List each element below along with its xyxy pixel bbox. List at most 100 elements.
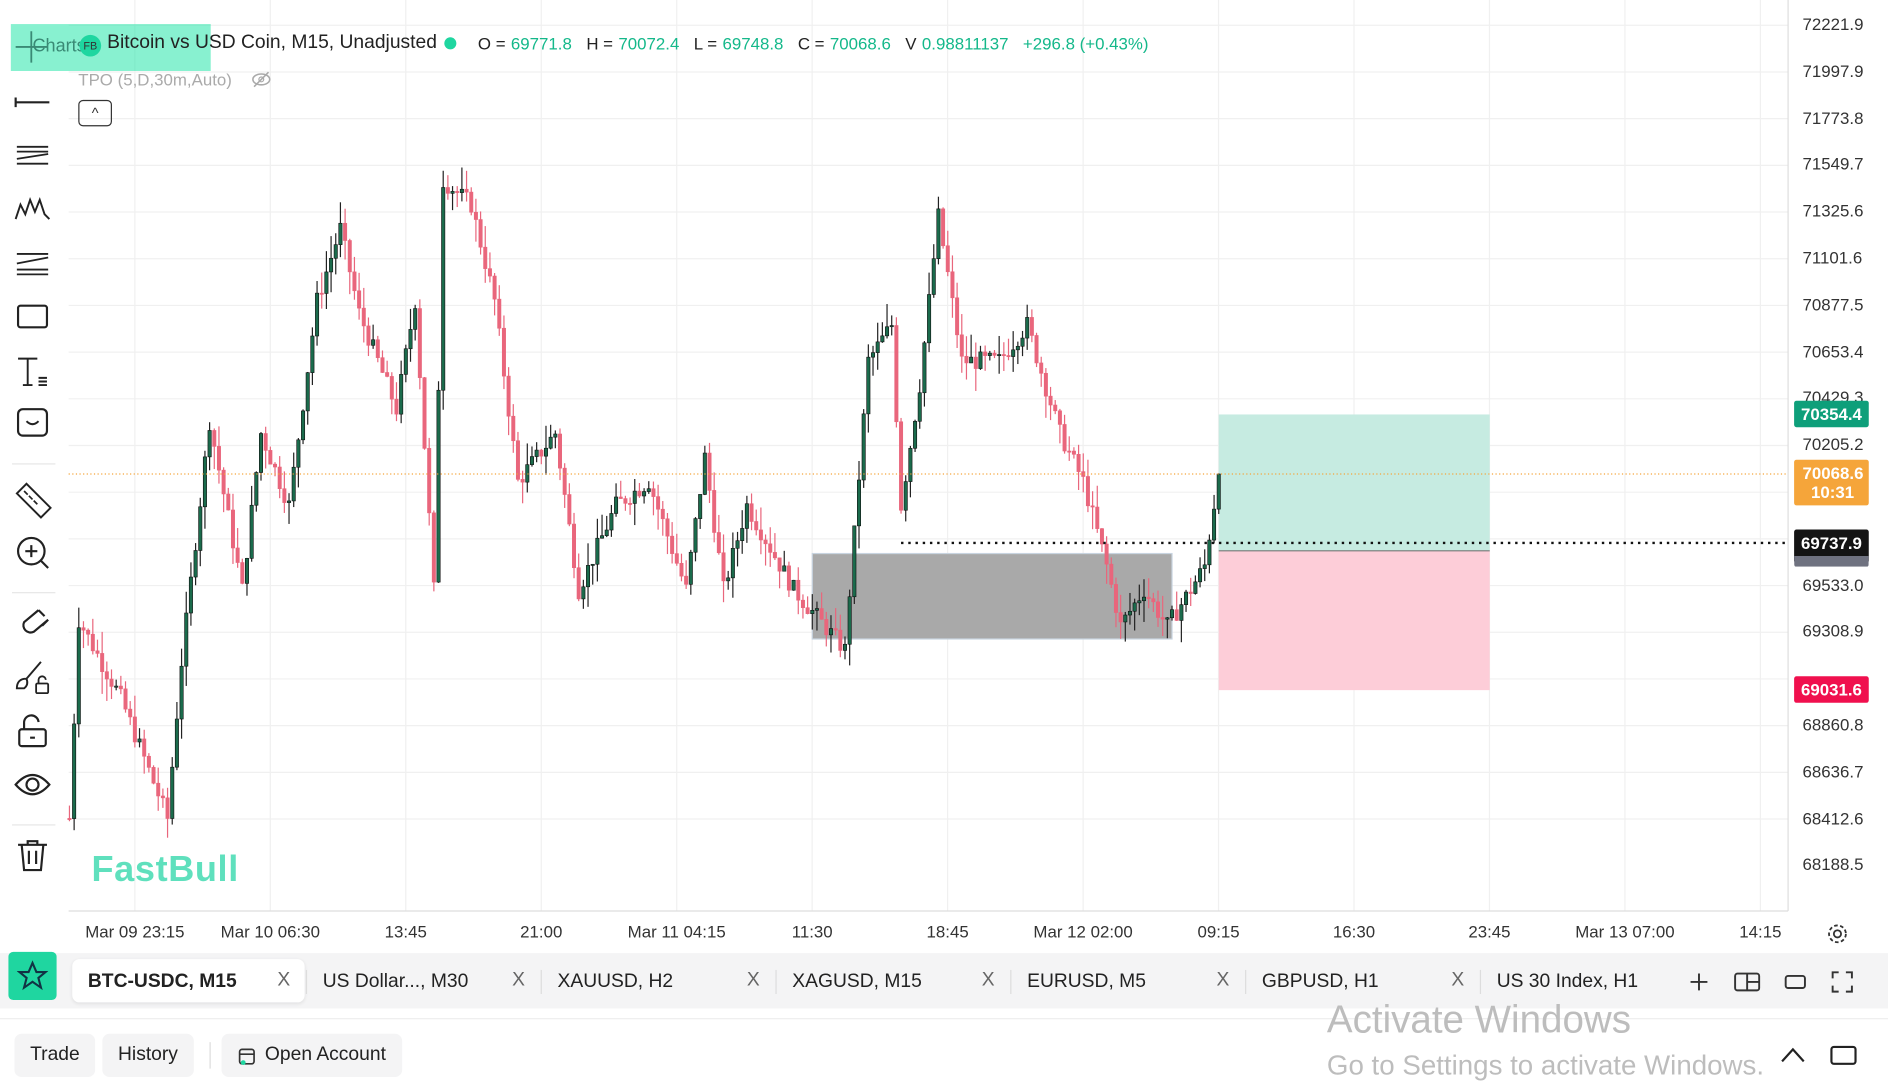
- close-tab-icon[interactable]: X: [277, 969, 291, 991]
- settings-gear-icon[interactable]: [1825, 922, 1849, 946]
- pattern-tool[interactable]: [12, 193, 53, 229]
- time-tick-label: Mar 11 04:15: [627, 921, 726, 942]
- candle-up: [244, 558, 249, 584]
- rectangle-tool[interactable]: [12, 300, 53, 336]
- ruler-tool[interactable]: [12, 481, 53, 519]
- candle-up: [782, 565, 787, 572]
- candle-down: [165, 797, 170, 819]
- candle-up: [193, 550, 198, 578]
- candle-up: [600, 535, 605, 539]
- symbol-tab[interactable]: BTC-USDC, M15 X: [72, 959, 305, 1003]
- candle-down: [221, 469, 226, 495]
- favorites-button[interactable]: [8, 951, 57, 1001]
- time-tick-label: 13:45: [384, 921, 427, 942]
- candle-down: [319, 292, 324, 295]
- parallel-channel-tool[interactable]: [12, 140, 53, 176]
- symbol-tab[interactable]: XAGUSD, M15 X: [777, 959, 1009, 1002]
- history-tab[interactable]: History: [102, 1033, 194, 1078]
- candle-down: [1006, 355, 1011, 358]
- candle-down: [1039, 362, 1044, 374]
- collapse-legend-button[interactable]: ^: [78, 99, 112, 127]
- open-account-button[interactable]: Open Account: [221, 1033, 402, 1078]
- unlock-tool[interactable]: [12, 714, 53, 750]
- candle-down: [128, 708, 133, 718]
- symbol-tab[interactable]: GBPUSD, H1 X: [1246, 959, 1478, 1002]
- trade-tab[interactable]: Trade: [14, 1033, 96, 1078]
- tab-label: EURUSD, M5: [1027, 971, 1146, 992]
- activate-windows-subtitle: Go to Settings to activate Windows.: [1326, 1049, 1765, 1081]
- symbol-tab[interactable]: XAUUSD, H2 X: [542, 959, 774, 1002]
- candle-down: [572, 523, 577, 569]
- candle-up: [927, 294, 932, 344]
- candle-up: [1123, 614, 1128, 623]
- candle-up: [1216, 473, 1221, 510]
- candle-up: [1165, 617, 1170, 620]
- eye-off-icon[interactable]: [250, 71, 272, 88]
- candle-up: [1015, 345, 1020, 351]
- candle-up: [604, 529, 609, 536]
- close-tab-icon[interactable]: X: [512, 969, 525, 991]
- symbol-tab[interactable]: US 30 Index, H1: [1481, 959, 1713, 1002]
- candle-up: [174, 718, 179, 768]
- fib-tool[interactable]: [12, 245, 53, 281]
- eye-tool[interactable]: [12, 767, 53, 803]
- candle-down: [469, 191, 474, 213]
- close-tab-icon[interactable]: X: [981, 969, 995, 991]
- panel-toggle-icon[interactable]: [1829, 1045, 1858, 1067]
- candle-up: [1184, 591, 1189, 605]
- chevron-up-icon[interactable]: [1780, 1045, 1806, 1064]
- symbol-tab[interactable]: EURUSD, M5 X: [1011, 959, 1243, 1002]
- candle-down: [796, 579, 801, 601]
- candle-down: [394, 398, 399, 415]
- candle-down: [1118, 612, 1123, 623]
- account-icon: [238, 1048, 255, 1066]
- candle-up: [137, 738, 142, 743]
- candle-down: [1174, 609, 1179, 621]
- candle-down: [282, 488, 287, 503]
- candle-up: [744, 503, 749, 529]
- fullscreen-icon[interactable]: [1830, 970, 1854, 994]
- candle-down: [235, 547, 240, 563]
- candle-down: [1043, 372, 1048, 397]
- layout-icon[interactable]: [1734, 971, 1761, 993]
- close-tab-icon[interactable]: X: [1451, 969, 1465, 991]
- tpo-indicator-label[interactable]: TPO (5,D,30m,Auto): [78, 69, 232, 90]
- tab-label: XAUUSD, H2: [557, 971, 674, 992]
- candle-down: [277, 466, 282, 490]
- candle-down: [1034, 335, 1039, 364]
- add-tab-icon[interactable]: [1688, 971, 1710, 993]
- candle-down: [562, 467, 567, 495]
- candle-down: [1113, 584, 1118, 613]
- horizontal-ray-tool[interactable]: [12, 87, 53, 123]
- candle-down: [478, 219, 483, 248]
- zoom-in-tool[interactable]: [12, 536, 53, 572]
- text-tool[interactable]: [12, 354, 53, 390]
- candle-up: [553, 433, 558, 438]
- magnet-tool[interactable]: [12, 605, 53, 641]
- symbol-tab[interactable]: US Dollar..., M30 X: [307, 959, 539, 1002]
- candle-up: [1025, 317, 1030, 339]
- brush-lock-tool[interactable]: [12, 659, 53, 695]
- candle-up: [875, 341, 880, 353]
- crosshair-tool[interactable]: [11, 29, 52, 65]
- trash-tool[interactable]: [12, 838, 53, 874]
- time-tick-label: Mar 10 06:30: [220, 921, 320, 942]
- candle-down: [455, 191, 460, 193]
- candle-up: [1127, 610, 1132, 616]
- candle-down: [473, 211, 478, 220]
- candle-down: [216, 446, 221, 471]
- symbol-tab-bar: [0, 953, 1888, 1009]
- time-tick-label: 23:45: [1468, 921, 1511, 942]
- candle-up: [1212, 508, 1217, 541]
- zoom-in-icon: [16, 536, 49, 569]
- close-tab-icon[interactable]: X: [746, 969, 760, 991]
- emoji-tool[interactable]: [12, 406, 53, 442]
- candle-down: [1048, 395, 1053, 406]
- gray-zone-rectangle: [811, 552, 1173, 640]
- close-tab-icon[interactable]: X: [1216, 969, 1230, 991]
- candle-down: [618, 496, 623, 499]
- charts-button[interactable]: Charts: [10, 24, 211, 72]
- single-layout-icon[interactable]: [1783, 972, 1807, 991]
- candle-up: [184, 612, 189, 667]
